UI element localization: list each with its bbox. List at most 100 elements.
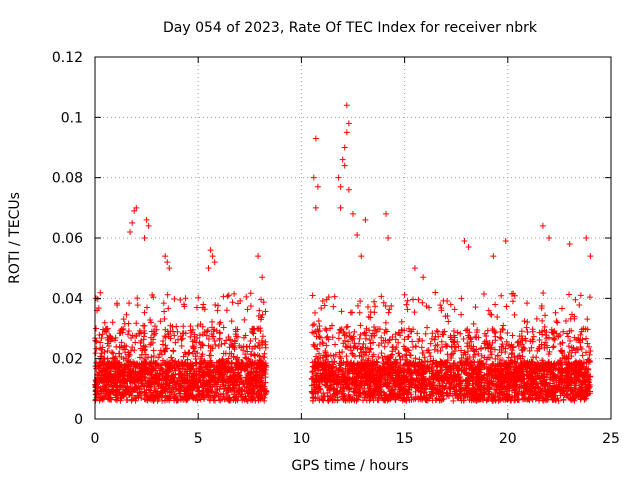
data-point [572, 374, 579, 381]
data-point [505, 364, 512, 371]
data-point [313, 383, 320, 390]
data-point [396, 382, 403, 389]
data-point [320, 390, 327, 397]
data-point [256, 353, 263, 360]
data-point [366, 327, 373, 334]
data-point [229, 299, 236, 306]
data-point [533, 384, 540, 391]
data-point [101, 319, 108, 326]
data-point [438, 396, 445, 403]
data-point [192, 353, 199, 360]
data-point [372, 327, 379, 334]
data-point [526, 365, 533, 372]
data-point [200, 359, 207, 366]
data-point [193, 378, 200, 385]
data-point [555, 333, 562, 340]
data-point [428, 335, 435, 342]
data-point [498, 349, 505, 356]
data-point [344, 359, 351, 366]
data-point [152, 323, 159, 330]
data-point [553, 318, 560, 325]
data-point [372, 303, 379, 310]
data-point [248, 394, 255, 401]
data-point [536, 345, 543, 352]
data-point [334, 387, 341, 394]
data-point [516, 366, 523, 373]
data-point [239, 393, 246, 400]
data-point [444, 391, 451, 398]
data-point [475, 350, 482, 357]
data-point [370, 332, 377, 339]
data-point [143, 304, 150, 311]
data-point [515, 391, 522, 398]
data-point [104, 340, 111, 347]
data-point [419, 337, 426, 344]
data-point [251, 365, 258, 372]
data-point [420, 370, 427, 377]
data-point [424, 324, 431, 331]
data-point [586, 294, 593, 301]
data-point [428, 392, 435, 399]
data-point [99, 383, 106, 390]
data-point [502, 385, 509, 392]
data-point [358, 349, 365, 356]
data-point [117, 330, 124, 337]
data-point [454, 329, 461, 336]
data-point [334, 379, 341, 386]
data-point [114, 358, 121, 365]
data-point [498, 292, 505, 299]
data-point [124, 369, 131, 376]
data-point [375, 367, 382, 374]
data-point [361, 330, 368, 337]
data-point [213, 390, 220, 397]
data-point [338, 361, 345, 368]
data-point [445, 318, 452, 325]
data-point [373, 358, 380, 365]
data-point [317, 373, 324, 380]
data-point [343, 353, 350, 360]
data-point [173, 397, 180, 404]
data-point [410, 377, 417, 384]
data-point [432, 289, 439, 296]
data-point [436, 382, 443, 389]
data-point [512, 364, 519, 371]
data-point [240, 343, 247, 350]
data-point [99, 331, 106, 338]
data-point [458, 347, 465, 354]
data-point [123, 397, 130, 404]
data-point [106, 373, 113, 380]
data-point [558, 305, 565, 312]
data-point [447, 374, 454, 381]
data-point [561, 376, 568, 383]
data-point [483, 377, 490, 384]
data-point [480, 364, 487, 371]
data-point [373, 383, 380, 390]
data-point [132, 364, 139, 371]
data-point [470, 320, 477, 327]
data-point [462, 358, 469, 365]
data-point [486, 373, 493, 380]
data-point [118, 339, 125, 346]
data-point [128, 372, 135, 379]
data-point [557, 361, 564, 368]
data-point [93, 359, 100, 366]
data-point [466, 329, 473, 336]
data-point [340, 384, 347, 391]
data-point [180, 353, 187, 360]
data-point [427, 340, 434, 347]
data-point [157, 347, 164, 354]
data-point [500, 322, 507, 329]
data-point [539, 317, 546, 324]
data-point [540, 373, 547, 380]
data-point [351, 328, 358, 335]
data-point [137, 354, 144, 361]
data-point [158, 351, 165, 358]
data-point [367, 377, 374, 384]
data-point [534, 389, 541, 396]
data-point [401, 336, 408, 343]
data-point [329, 364, 336, 371]
data-point [212, 389, 219, 396]
data-point [443, 380, 450, 387]
data-point [134, 295, 141, 302]
data-point [121, 346, 128, 353]
